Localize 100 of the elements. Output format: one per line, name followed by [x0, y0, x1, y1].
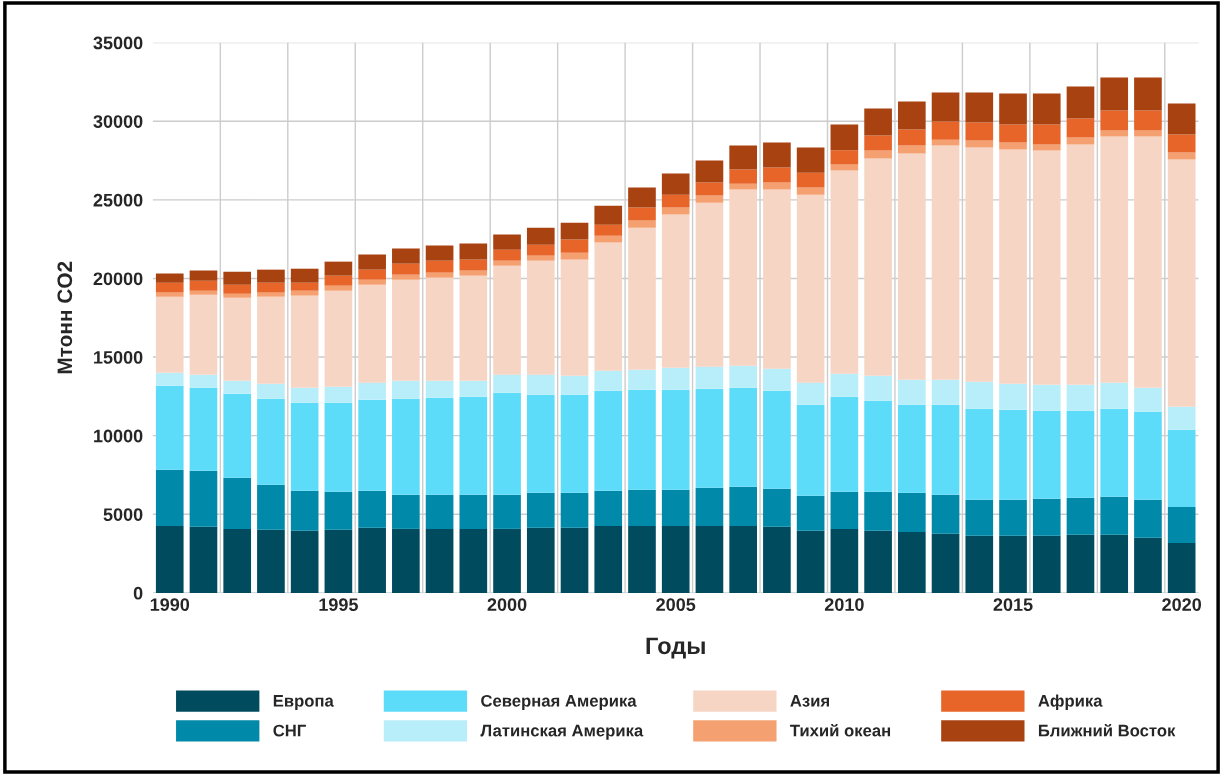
legend-label: Ближний Восток — [1038, 723, 1176, 737]
x-tick-label: 2020 — [1162, 598, 1202, 611]
bar — [695, 202, 724, 367]
bar — [628, 220, 656, 228]
bar — [864, 530, 892, 593]
bar — [898, 531, 926, 593]
bar — [999, 124, 1027, 143]
bar — [358, 254, 386, 270]
bar — [729, 525, 757, 593]
legend-label: Африка — [1038, 694, 1103, 711]
bar — [1134, 387, 1162, 412]
bar — [358, 527, 386, 593]
bar — [155, 282, 184, 293]
y-tick-label: 30000 — [93, 115, 143, 128]
bar — [257, 383, 285, 399]
bar — [560, 239, 589, 253]
bar — [155, 385, 184, 470]
bar — [1066, 144, 1095, 385]
bar — [425, 494, 454, 529]
bar — [223, 528, 252, 593]
bar — [1066, 86, 1095, 119]
bar — [796, 382, 825, 405]
y-tick-label: 0 — [133, 586, 143, 600]
bar — [526, 527, 555, 593]
bar — [729, 183, 757, 190]
bar — [864, 158, 892, 376]
bar — [324, 275, 353, 286]
bar — [257, 296, 285, 384]
bar — [594, 224, 623, 236]
bar — [290, 530, 319, 593]
bar — [257, 484, 285, 530]
bar — [1032, 384, 1061, 411]
bar — [324, 285, 353, 291]
bar — [1100, 110, 1129, 131]
bar — [763, 189, 791, 369]
bar — [796, 404, 825, 496]
bar — [358, 490, 386, 528]
bar — [392, 279, 420, 381]
bar — [493, 374, 521, 393]
bar — [459, 259, 488, 271]
bar — [796, 194, 825, 383]
bar — [796, 172, 825, 188]
bar — [1167, 103, 1196, 135]
bar — [1167, 429, 1196, 507]
bar — [358, 269, 386, 280]
bar — [526, 394, 555, 493]
bar — [189, 270, 218, 281]
bar — [257, 398, 285, 485]
bar — [358, 284, 386, 383]
bar — [830, 164, 859, 171]
x-tick-label: 1990 — [150, 598, 190, 611]
bar — [1134, 537, 1162, 593]
bar — [526, 244, 555, 256]
bar — [1167, 506, 1196, 543]
bar — [459, 380, 488, 397]
bar — [1134, 77, 1162, 111]
bar — [392, 494, 420, 529]
bar — [628, 489, 656, 526]
bar — [931, 145, 960, 380]
bar — [459, 528, 488, 593]
bar — [189, 374, 218, 388]
bar — [931, 533, 960, 593]
bar — [931, 92, 960, 122]
bar — [189, 526, 218, 593]
bar — [830, 491, 859, 529]
bar — [729, 387, 757, 487]
bar — [999, 149, 1027, 384]
bar — [796, 147, 825, 173]
bar — [661, 207, 690, 215]
bar — [796, 495, 825, 531]
bar — [1134, 499, 1162, 538]
bar — [898, 379, 926, 405]
bar — [1100, 382, 1129, 409]
bar — [1100, 496, 1129, 535]
bar — [1100, 77, 1129, 111]
bar — [392, 263, 420, 275]
bar — [695, 388, 724, 488]
bar — [223, 293, 252, 298]
bar — [830, 528, 859, 593]
bar — [594, 390, 623, 491]
bar — [1032, 498, 1061, 536]
bar — [493, 249, 521, 261]
bar — [459, 270, 488, 276]
y-tick-label: 20000 — [93, 272, 143, 286]
bar — [965, 499, 994, 536]
bar — [898, 404, 926, 493]
bar — [358, 382, 386, 400]
x-tick-label: 2010 — [824, 598, 864, 611]
bar — [695, 525, 724, 593]
bar — [324, 529, 353, 593]
bar — [392, 248, 420, 264]
legend-label: СНГ — [273, 724, 306, 737]
bar — [459, 396, 488, 495]
bar — [223, 380, 252, 394]
bar — [1032, 150, 1061, 385]
bar — [628, 227, 656, 370]
bar — [729, 189, 757, 366]
bar — [560, 527, 589, 593]
bar — [763, 488, 791, 527]
bar — [830, 373, 859, 397]
